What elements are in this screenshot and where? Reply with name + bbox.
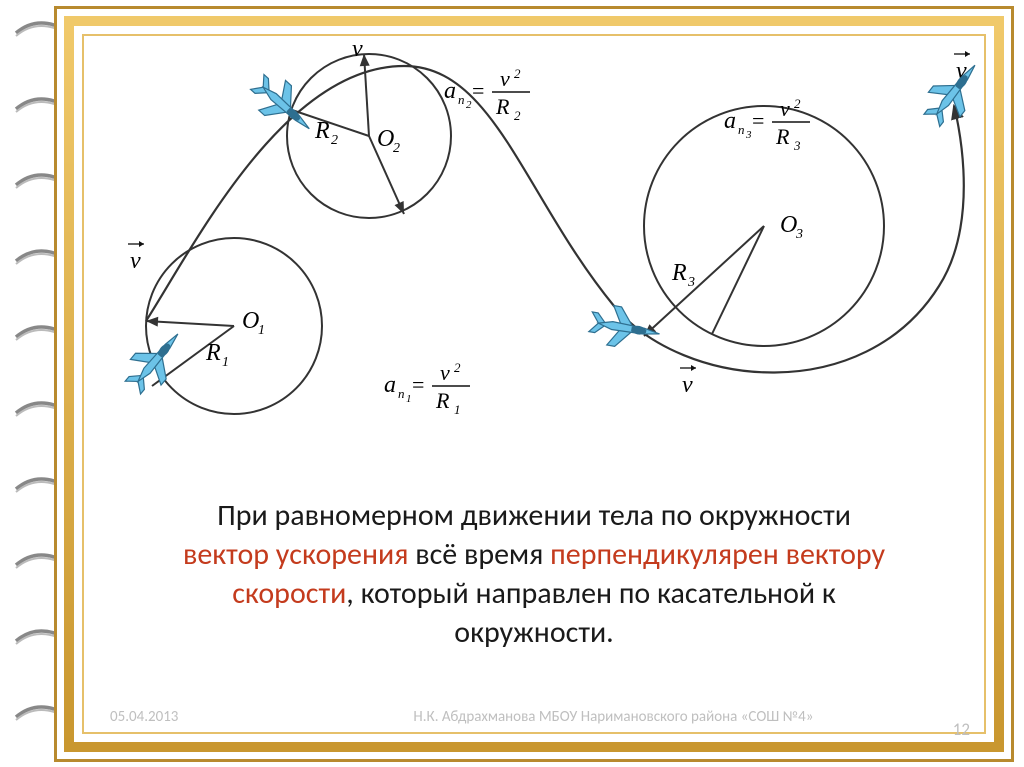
svg-text:O: O xyxy=(780,212,797,238)
svg-text:O: O xyxy=(377,126,394,152)
svg-text:=: = xyxy=(412,372,424,397)
svg-text:3: 3 xyxy=(793,138,801,153)
svg-text:a: a xyxy=(384,372,396,398)
svg-text:R: R xyxy=(775,124,790,149)
svg-text:2: 2 xyxy=(331,133,338,148)
svg-text:v: v xyxy=(440,360,450,385)
svg-text:n: n xyxy=(458,92,465,107)
svg-text:1: 1 xyxy=(222,355,229,370)
footer-author: Н.К. Абдрахманова МБОУ Наримановского ра… xyxy=(333,708,893,726)
svg-text:1: 1 xyxy=(258,323,265,338)
footer: 05.04.2013 Н.К. Абдрахманова МБОУ Нарима… xyxy=(84,708,984,728)
svg-text:1: 1 xyxy=(406,393,412,405)
svg-text:3: 3 xyxy=(745,129,752,141)
main-text: При равномерном движении тела по окружно… xyxy=(84,496,984,652)
svg-text:R: R xyxy=(671,260,687,286)
svg-text:R: R xyxy=(205,340,221,366)
svg-text:v: v xyxy=(500,66,510,91)
page-number: 12 xyxy=(953,719,970,740)
svg-text:=: = xyxy=(752,108,764,133)
svg-text:=: = xyxy=(472,78,484,103)
svg-text:1: 1 xyxy=(454,402,461,417)
svg-text:R: R xyxy=(435,388,450,413)
spiral-binding xyxy=(0,0,54,767)
svg-text:a: a xyxy=(724,108,736,134)
svg-text:v: v xyxy=(780,96,790,121)
svg-text:R: R xyxy=(314,118,330,144)
outer-frame: O1R1O2R2O3R3vvvvan1=v2R1an2=v2R2an3=v2R3… xyxy=(54,6,1014,762)
svg-text:2: 2 xyxy=(514,108,521,123)
svg-text:v: v xyxy=(682,372,693,398)
svg-text:2: 2 xyxy=(794,96,801,111)
svg-text:3: 3 xyxy=(795,227,803,242)
svg-text:v: v xyxy=(352,36,363,62)
svg-text:n: n xyxy=(738,122,745,137)
inner-frame: O1R1O2R2O3R3vvvvan1=v2R1an2=v2R2an3=v2R3… xyxy=(64,16,1004,752)
svg-text:a: a xyxy=(444,78,456,104)
svg-text:R: R xyxy=(495,94,510,119)
svg-text:2: 2 xyxy=(454,360,461,375)
footer-date: 05.04.2013 xyxy=(110,708,330,726)
svg-text:v: v xyxy=(130,248,141,274)
svg-text:O: O xyxy=(242,308,259,334)
svg-text:2: 2 xyxy=(393,141,400,156)
content-area: O1R1O2R2O3R3vvvvan1=v2R1an2=v2R2an3=v2R3… xyxy=(82,34,986,734)
svg-text:3: 3 xyxy=(687,275,695,290)
svg-text:2: 2 xyxy=(514,66,521,81)
physics-diagram: O1R1O2R2O3R3vvvvan1=v2R1an2=v2R2an3=v2R3 xyxy=(84,36,984,446)
svg-text:n: n xyxy=(398,386,405,401)
